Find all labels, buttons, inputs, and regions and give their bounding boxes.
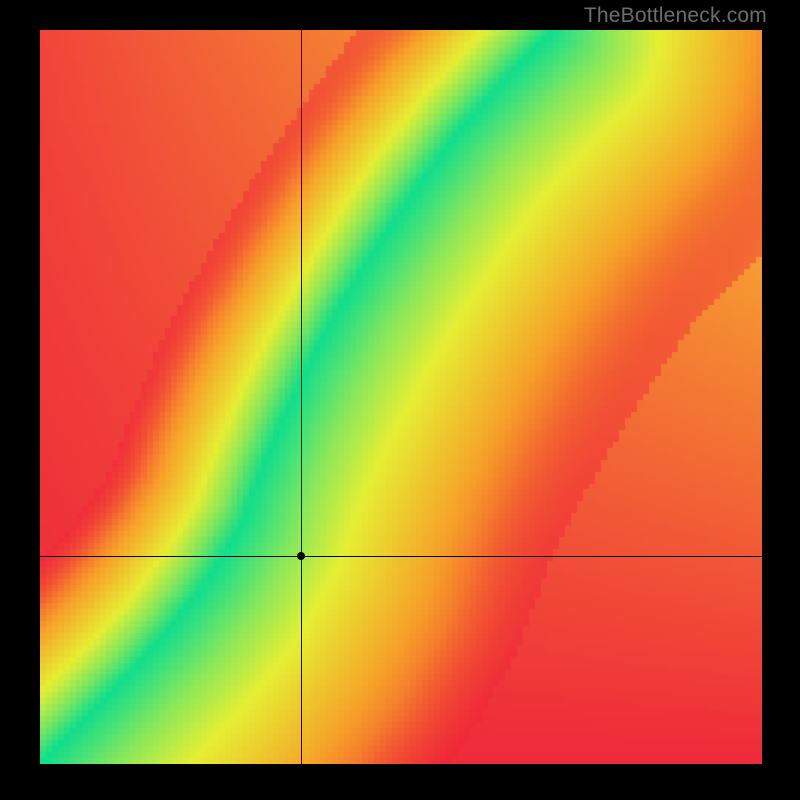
crosshair-vertical — [301, 30, 302, 764]
heatmap-canvas — [40, 30, 762, 764]
crosshair-horizontal — [40, 556, 762, 557]
selection-marker — [297, 552, 305, 560]
bottleneck-heatmap — [40, 30, 762, 764]
watermark-text: TheBottleneck.com — [584, 4, 767, 28]
